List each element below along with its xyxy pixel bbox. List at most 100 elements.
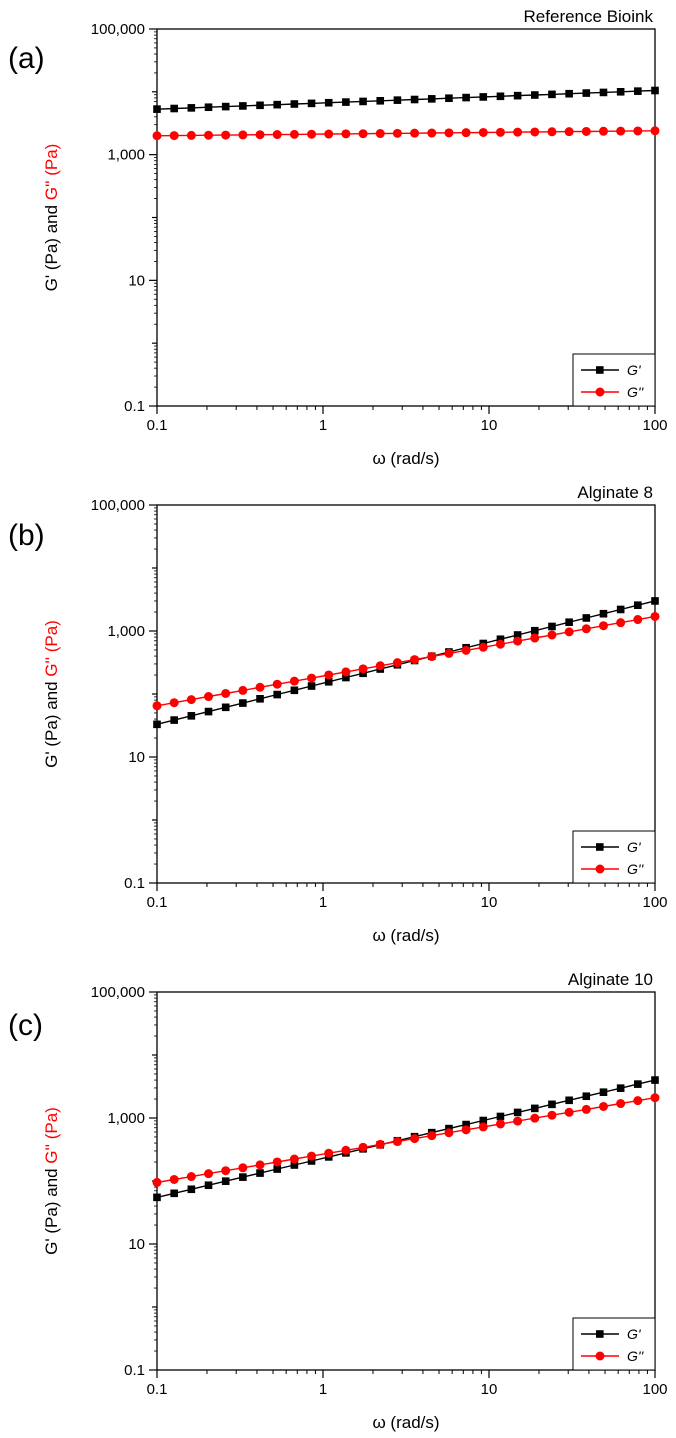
data-point-square bbox=[513, 1108, 522, 1117]
data-point-square bbox=[290, 1161, 299, 1169]
data-point-circle bbox=[375, 129, 385, 139]
data-point-square bbox=[427, 95, 436, 103]
data-point-circle bbox=[289, 676, 299, 686]
data-point-circle bbox=[547, 127, 557, 137]
x-tick-label: 10 bbox=[481, 417, 498, 434]
data-point-square bbox=[565, 1096, 573, 1105]
data-point-circle bbox=[495, 1119, 505, 1129]
plot-frame bbox=[156, 991, 656, 1371]
data-point-circle bbox=[186, 695, 196, 705]
data-point-circle bbox=[238, 685, 248, 695]
data-point-square bbox=[290, 686, 299, 695]
x-tick-label: 10 bbox=[481, 894, 498, 911]
x-axis-label: ω (rad/s) bbox=[372, 1413, 439, 1432]
data-point-square bbox=[153, 1193, 161, 1202]
legend-label: G'' bbox=[627, 384, 645, 400]
series-g-prime bbox=[153, 1076, 659, 1202]
data-point-square bbox=[548, 1100, 556, 1109]
data-point-circle bbox=[341, 667, 351, 677]
series-line bbox=[156, 615, 656, 707]
series-g-double-prime bbox=[152, 611, 660, 711]
data-point-square bbox=[324, 98, 333, 107]
x-tick-label: 100 bbox=[642, 1381, 667, 1398]
panel-label: (a) bbox=[8, 42, 45, 75]
data-point-circle bbox=[392, 1137, 402, 1147]
y-axis-label-part: G' (Pa) bbox=[42, 715, 61, 768]
data-point-square bbox=[221, 1177, 230, 1185]
panel-label: (c) bbox=[8, 1009, 43, 1042]
data-point-circle bbox=[547, 630, 557, 640]
data-point-square bbox=[153, 720, 161, 729]
x-tick-label: 100 bbox=[642, 894, 667, 911]
y-tick-label: 1,000 bbox=[107, 147, 145, 164]
data-point-square bbox=[634, 1080, 642, 1088]
data-point-square bbox=[530, 626, 539, 635]
data-point-square bbox=[221, 703, 230, 712]
legend-marker-square bbox=[596, 366, 604, 374]
data-point-circle bbox=[341, 129, 351, 139]
data-point-circle bbox=[410, 1134, 420, 1144]
series-g-prime bbox=[153, 86, 659, 113]
data-point-square bbox=[256, 695, 264, 703]
y-tick-label: 1,000 bbox=[107, 623, 145, 640]
data-point-square bbox=[307, 99, 316, 108]
data-point-circle bbox=[478, 1122, 488, 1132]
data-point-circle bbox=[358, 129, 368, 139]
legend-marker-circle bbox=[595, 387, 605, 397]
data-point-circle bbox=[152, 1177, 162, 1187]
x-tick-label: 1 bbox=[319, 894, 327, 911]
data-point-square bbox=[479, 1116, 488, 1125]
data-point-circle bbox=[204, 1169, 214, 1179]
data-point-square bbox=[582, 614, 591, 622]
series-line bbox=[156, 130, 656, 137]
data-point-circle bbox=[513, 127, 523, 137]
x-tick-label: 0.1 bbox=[147, 894, 168, 911]
legend-label: G' bbox=[627, 362, 642, 378]
series-line bbox=[156, 89, 656, 110]
data-point-square bbox=[290, 100, 299, 108]
data-point-circle bbox=[530, 633, 540, 643]
data-point-circle bbox=[633, 126, 643, 136]
data-point-square bbox=[582, 89, 591, 97]
data-point-circle bbox=[478, 642, 488, 652]
data-point-square bbox=[273, 100, 282, 109]
data-point-square bbox=[616, 605, 625, 614]
data-point-circle bbox=[255, 130, 265, 140]
data-point-square bbox=[565, 618, 573, 627]
data-point-circle bbox=[272, 130, 282, 140]
data-point-circle bbox=[547, 1110, 557, 1120]
data-point-square bbox=[359, 97, 367, 106]
data-point-square bbox=[204, 103, 213, 112]
y-axis-label-part: and bbox=[42, 200, 61, 238]
series-line bbox=[156, 600, 656, 725]
legend-label: G' bbox=[627, 1326, 642, 1342]
y-tick-label: 0.1 bbox=[124, 875, 145, 892]
data-point-circle bbox=[581, 624, 591, 634]
data-point-circle bbox=[186, 130, 196, 140]
data-point-circle bbox=[152, 131, 162, 141]
data-point-circle bbox=[289, 129, 299, 139]
data-point-circle bbox=[598, 126, 608, 136]
legend-marker-square bbox=[596, 843, 604, 851]
data-point-circle bbox=[478, 127, 488, 137]
data-point-circle bbox=[513, 1116, 523, 1126]
legend: G' G'' bbox=[572, 1317, 656, 1371]
data-point-circle bbox=[564, 627, 574, 637]
y-axis-label-part: G'' (Pa) bbox=[42, 1107, 61, 1164]
data-point-square bbox=[530, 91, 539, 99]
data-point-circle bbox=[221, 688, 231, 698]
data-point-circle bbox=[272, 679, 282, 689]
data-point-circle bbox=[427, 652, 437, 662]
data-point-square bbox=[634, 87, 642, 95]
data-point-circle bbox=[581, 1104, 591, 1114]
data-point-square bbox=[548, 90, 556, 99]
data-point-square bbox=[239, 102, 247, 110]
data-point-circle bbox=[255, 1160, 265, 1170]
data-point-circle bbox=[461, 645, 471, 655]
data-point-circle bbox=[307, 129, 317, 139]
data-point-square bbox=[256, 1169, 264, 1177]
x-axis-label: ω (rad/s) bbox=[372, 449, 439, 468]
x-tick-label: 100 bbox=[642, 417, 667, 434]
data-point-square bbox=[170, 1189, 178, 1198]
data-point-square bbox=[239, 699, 247, 707]
